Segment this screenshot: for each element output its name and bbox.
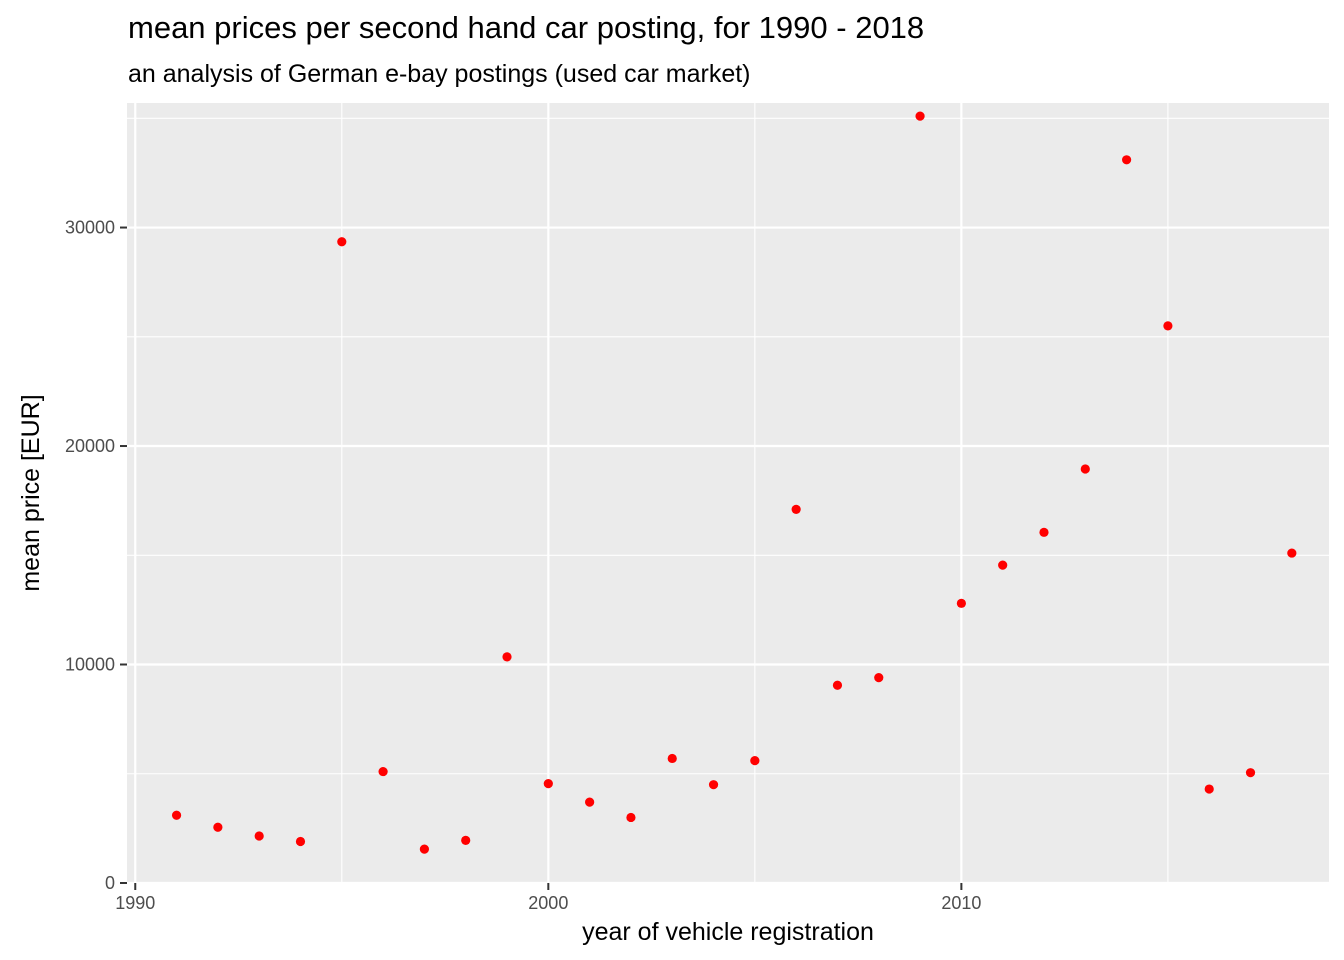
x-tick-label: 1990 <box>115 893 155 913</box>
data-point <box>502 652 512 662</box>
data-point <box>171 810 182 820</box>
data-point <box>708 780 719 790</box>
data-point <box>543 778 553 789</box>
data-point <box>213 822 223 832</box>
minor-gridlines <box>127 103 1329 883</box>
axis-ticks <box>120 226 963 890</box>
data-point <box>791 504 801 514</box>
data-point <box>1122 155 1132 165</box>
data-point <box>1245 768 1256 778</box>
data-point <box>667 753 677 764</box>
data-point <box>461 835 471 845</box>
data-point <box>998 560 1008 570</box>
x-axis-title: year of vehicle registration <box>582 918 874 946</box>
y-tick-label: 20000 <box>65 436 115 456</box>
y-axis-title: mean price [EUR] <box>17 394 45 591</box>
data-point <box>874 673 884 683</box>
data-point <box>337 237 347 247</box>
data-point <box>1039 527 1049 537</box>
data-point <box>1287 548 1297 558</box>
data-point <box>254 831 264 841</box>
plot-panel <box>127 103 1329 883</box>
x-tick-label: 2000 <box>528 893 568 913</box>
tick-labels: 1990 2000 2010 0 10000 20000 30000 <box>65 218 981 913</box>
data-point <box>1163 321 1173 331</box>
data-point <box>378 766 388 777</box>
data-point <box>626 812 636 823</box>
data-points <box>171 111 1297 854</box>
x-tick-label: 2010 <box>941 893 981 913</box>
data-point <box>832 680 843 690</box>
data-point <box>295 836 306 847</box>
data-point <box>585 797 595 807</box>
data-point <box>750 756 760 766</box>
data-point <box>956 598 966 608</box>
chart-subtitle: an analysis of German e-bay postings (us… <box>128 60 751 88</box>
y-tick-label: 10000 <box>65 655 115 675</box>
y-tick-label: 30000 <box>65 218 115 238</box>
y-tick-label: 0 <box>105 873 115 893</box>
chart-title: mean prices per second hand car posting,… <box>128 10 925 45</box>
data-point <box>1080 464 1090 474</box>
major-gridlines <box>127 103 1329 885</box>
data-point <box>1204 784 1214 794</box>
data-point <box>419 844 430 854</box>
data-point <box>915 111 925 121</box>
